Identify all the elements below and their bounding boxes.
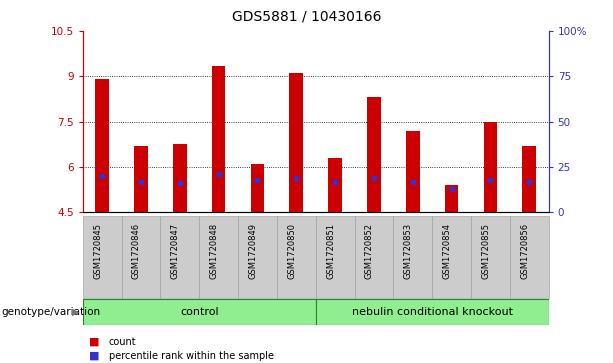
Text: ■: ■: [89, 337, 99, 347]
Bar: [83, 216, 121, 298]
Bar: [445, 185, 459, 212]
Bar: [354, 216, 394, 298]
Bar: [394, 216, 432, 298]
Text: GSM1720852: GSM1720852: [365, 223, 374, 278]
Bar: [522, 146, 536, 212]
Text: GSM1720855: GSM1720855: [481, 223, 490, 278]
Bar: [199, 216, 238, 298]
Bar: [173, 144, 186, 212]
Text: GSM1720856: GSM1720856: [520, 223, 529, 279]
Text: GSM1720848: GSM1720848: [210, 223, 219, 279]
Bar: [83, 299, 316, 325]
Text: GSM1720853: GSM1720853: [404, 223, 413, 279]
Text: ■: ■: [89, 351, 99, 361]
Bar: [238, 216, 277, 298]
Text: genotype/variation: genotype/variation: [1, 307, 101, 317]
Text: GSM1720845: GSM1720845: [93, 223, 102, 278]
Bar: [277, 216, 316, 298]
Text: GDS5881 / 10430166: GDS5881 / 10430166: [232, 9, 381, 23]
Bar: [96, 79, 109, 212]
Text: GSM1720851: GSM1720851: [326, 223, 335, 278]
Text: GSM1720847: GSM1720847: [171, 223, 180, 279]
Bar: [471, 216, 510, 298]
Bar: [289, 73, 303, 212]
Bar: [161, 216, 199, 298]
Bar: [316, 299, 549, 325]
Bar: [251, 164, 264, 212]
Bar: [432, 216, 471, 298]
Text: control: control: [180, 307, 219, 317]
Bar: [510, 216, 549, 298]
Text: GSM1720849: GSM1720849: [248, 223, 257, 278]
Bar: [367, 97, 381, 212]
Bar: [134, 146, 148, 212]
Bar: [406, 131, 419, 212]
Text: nebulin conditional knockout: nebulin conditional knockout: [352, 307, 512, 317]
Bar: [212, 66, 226, 212]
Bar: [316, 216, 354, 298]
Text: GSM1720846: GSM1720846: [132, 223, 141, 279]
Bar: [121, 216, 161, 298]
Text: ▶: ▶: [72, 307, 79, 317]
Text: percentile rank within the sample: percentile rank within the sample: [109, 351, 273, 361]
Text: GSM1720854: GSM1720854: [443, 223, 452, 278]
Text: GSM1720850: GSM1720850: [287, 223, 296, 278]
Text: count: count: [109, 337, 136, 347]
Bar: [329, 158, 342, 212]
Bar: [484, 122, 497, 212]
